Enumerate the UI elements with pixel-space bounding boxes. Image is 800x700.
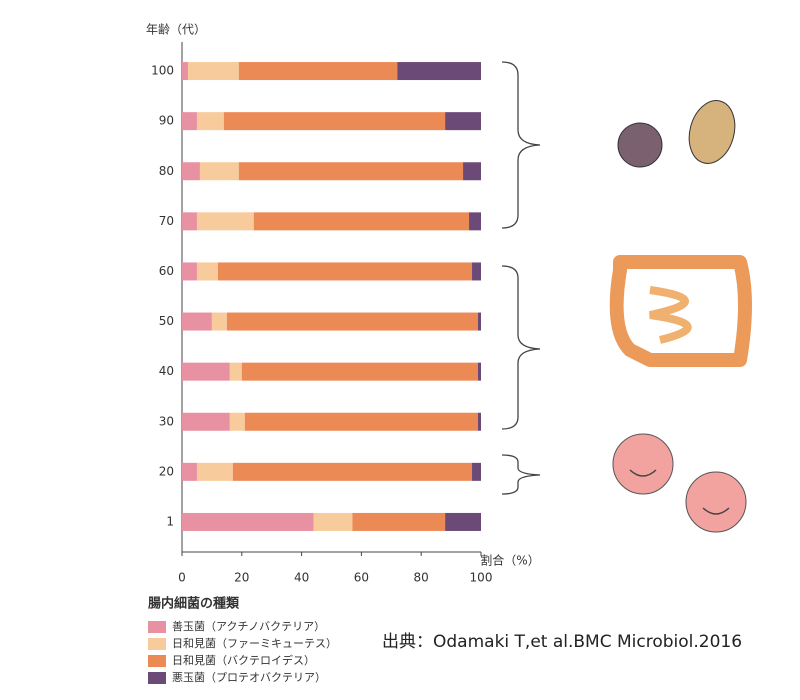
bar-segment <box>199 162 239 181</box>
bar-segment <box>223 112 446 131</box>
bar-segment <box>182 462 197 481</box>
bar-segment <box>472 462 481 481</box>
bar-segment <box>469 212 481 231</box>
y-tick-label: 100 <box>151 64 174 78</box>
legend-label: 善玉菌（アクチノバクテリア） <box>172 619 325 633</box>
x-tick-label: 80 <box>414 571 429 585</box>
x-tick-label: 0 <box>178 571 186 585</box>
y-tick-label: 70 <box>159 214 174 228</box>
x-tick-label: 100 <box>470 571 493 585</box>
bar-segment <box>182 112 197 131</box>
legend-swatch <box>148 655 166 667</box>
bar-segment <box>313 512 353 531</box>
bar-segment <box>182 162 200 181</box>
illustrations <box>609 100 752 533</box>
y-tick-label: 30 <box>159 414 174 428</box>
bar-segment <box>472 262 481 281</box>
bar-segment <box>182 312 212 331</box>
bar-segment <box>478 312 481 331</box>
legend-swatch <box>148 672 166 684</box>
y-tick-label: 60 <box>159 264 174 278</box>
bar-segment <box>187 62 239 81</box>
legend-swatch <box>148 638 166 650</box>
y-tick-label: 20 <box>159 464 174 478</box>
bar-segment <box>229 412 245 431</box>
y-tick-label: 40 <box>159 364 174 378</box>
bar-segment <box>463 162 481 181</box>
bar-segment <box>238 62 398 81</box>
bar-segment <box>182 362 230 381</box>
bar-segment <box>182 62 188 81</box>
bar-segment <box>217 262 473 281</box>
legend-swatch <box>148 621 166 633</box>
legend-label: 悪玉菌（プロテオバクテリア） <box>172 671 326 684</box>
bar-segment <box>182 212 197 231</box>
bar-segment <box>196 212 254 231</box>
bar-segment <box>232 462 473 481</box>
bar-segment <box>478 412 481 431</box>
bar-segment <box>244 412 479 431</box>
bar-segment <box>182 512 314 531</box>
y-tick-label: 1 <box>166 514 174 528</box>
bar-segment <box>182 262 197 281</box>
bar-segment <box>352 512 446 531</box>
bar-segment <box>238 162 464 181</box>
bar-segment <box>196 112 224 131</box>
bar-segment <box>196 262 218 281</box>
y-axis-title: 年齢（代） <box>146 22 206 37</box>
bar-segment <box>211 312 227 331</box>
source: 出典：Odamaki T,et al.BMC Microbiol.2016 <box>382 632 742 652</box>
bar-segment <box>226 312 479 331</box>
x-tick-label: 60 <box>354 571 369 585</box>
x-axis-title: 割合（%） <box>480 553 539 568</box>
bar-segment <box>397 62 481 81</box>
bar-segment <box>253 212 470 231</box>
braces <box>501 61 541 495</box>
y-tick-label: 80 <box>159 164 174 178</box>
bar-segment <box>478 362 481 381</box>
y-tick-label: 50 <box>159 314 174 328</box>
y-tick-label: 90 <box>159 114 174 128</box>
bar-segment <box>182 412 230 431</box>
bar-segment <box>229 362 242 381</box>
bar-segment <box>196 462 233 481</box>
legend-label: 日和見菌（バクテロイデス） <box>172 653 315 667</box>
legend-title: 腸内細菌の種類 <box>148 596 240 612</box>
legend-label: 日和見菌（ファーミキューテス） <box>172 637 337 650</box>
x-tick-label: 40 <box>294 571 309 585</box>
bar-segment <box>445 112 481 131</box>
x-tick-label: 20 <box>234 571 249 585</box>
bar-segment <box>445 512 481 531</box>
bar-segment <box>241 362 479 381</box>
